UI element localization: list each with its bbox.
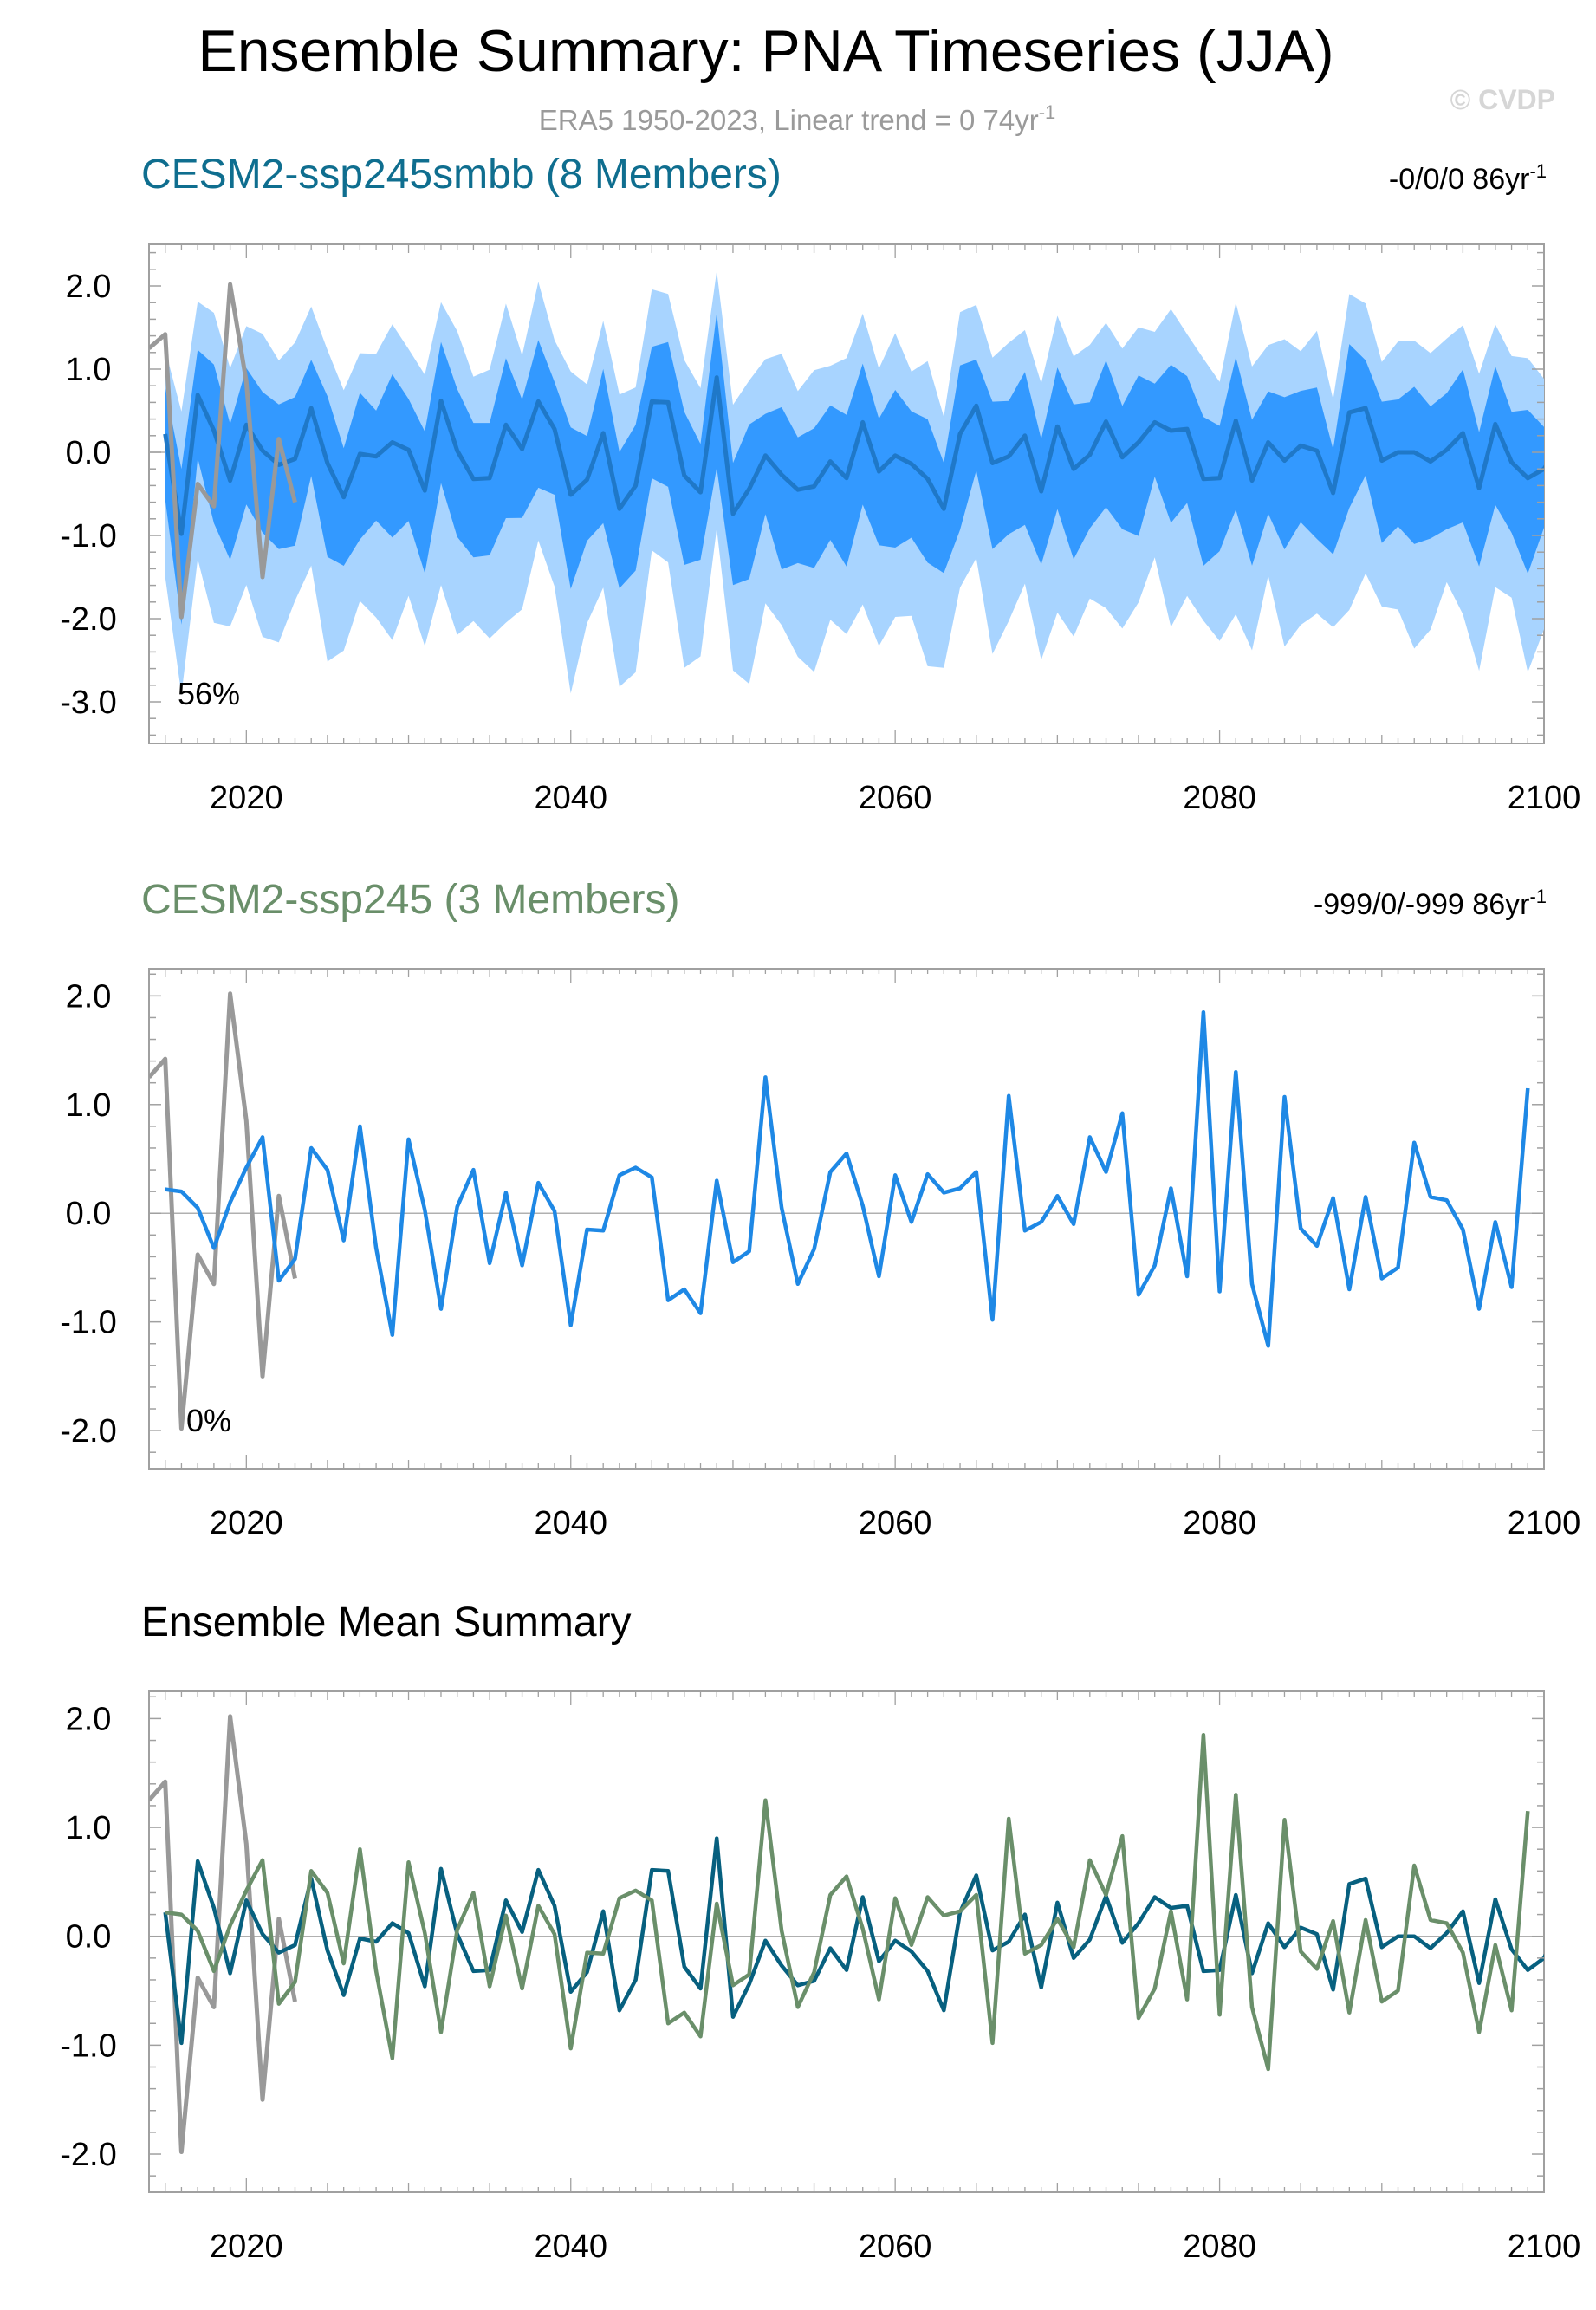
plot-area [149,270,1544,695]
y-tick-label: 1.0 [66,352,112,388]
ensemble-mean-line [165,1009,1530,1348]
y-tick-label: -3.0 [60,685,116,721]
trend-label: -999/0/-999 86yr-1 [1314,886,1547,921]
x-tick-label: 2040 [534,780,607,816]
x-tick-label: 2020 [210,2229,283,2265]
y-tick-label: 2.0 [66,269,112,305]
percent-label: 56% [178,676,240,711]
panel-3: Ensemble Mean Summary 2.0 1.0 0.0 -1.0 -2.0 20… [60,1599,1581,2265]
obs-subtitle-text: ERA5 1950-2023, Linear trend = 0 74yr [539,104,1039,136]
y-tick-label: -2.0 [60,601,116,638]
obs-subtitle-sup: -1 [1039,101,1056,123]
y-tick-label: 1.0 [66,1810,112,1846]
x-tick-label: 2060 [859,1505,932,1541]
panel-2: CESM2-ssp245 (3 Members) -999/0/-999 86yr… [60,877,1580,1541]
plot-frame [148,968,1545,1470]
figure-title: Ensemble Summary: PNA Timeseries (JJA) [198,18,1333,84]
panel-title: CESM2-ssp245smbb (8 Members) [141,152,782,198]
plot-area [149,1714,1544,2154]
x-tick-label: 2040 [534,2229,607,2265]
ssp245-mean-line [165,1733,1530,2072]
panel-1: CESM2-ssp245smbb (8 Members) -0/0/0 86yr-… [60,152,1581,816]
ensemble-mean-line [163,375,1544,536]
x-tick-label: 2080 [1183,1505,1256,1541]
x-tick-label: 2020 [210,780,283,816]
panel-title: CESM2-ssp245 (3 Members) [141,877,680,923]
y-tick-label: -1.0 [60,518,116,555]
trend-text: -999/0/-999 86yr [1314,888,1530,921]
y-tick-label: 2.0 [66,1701,112,1737]
x-tick-label: 2100 [1508,780,1581,816]
y-tick-label: -1.0 [60,1305,116,1341]
x-tick-label: 2080 [1183,2229,1256,2265]
obs-subtitle: ERA5 1950-2023, Linear trend = 0 74yr-1 [539,101,1056,136]
x-tick-label: 2100 [1508,1505,1581,1541]
trend-text: -0/0/0 86yr [1389,163,1530,196]
spread-band-inner [165,313,1544,625]
x-tick-label: 2080 [1183,780,1256,816]
x-tick-label: 2060 [859,780,932,816]
obs-line [149,282,297,620]
x-tick-label: 2060 [859,2229,932,2265]
percent-label: 0% [186,1403,231,1438]
y-tick-label: 0.0 [66,435,112,471]
y-tick-label: 2.0 [66,978,112,1015]
y-tick-label: -2.0 [60,2137,116,2173]
trend-label: -0/0/0 86yr-1 [1389,160,1547,196]
x-tick-label: 2100 [1508,2229,1581,2265]
x-tick-label: 2020 [210,1505,283,1541]
trend-sup: -1 [1529,886,1547,907]
y-tick-label: -2.0 [60,1413,116,1450]
obs-line [149,991,297,1431]
panel-title: Ensemble Mean Summary [141,1599,632,1645]
smbb-mean-line [163,1836,1544,2046]
watermark: © CVDP [1450,84,1555,115]
y-tick-label: 0.0 [66,1196,112,1232]
y-tick-label: 1.0 [66,1087,112,1124]
trend-sup: -1 [1529,160,1547,182]
plot-area [149,991,1530,1431]
y-tick-label: 0.0 [66,1919,112,1956]
y-tick-label: -1.0 [60,2028,116,2064]
x-tick-label: 2040 [534,1505,607,1541]
